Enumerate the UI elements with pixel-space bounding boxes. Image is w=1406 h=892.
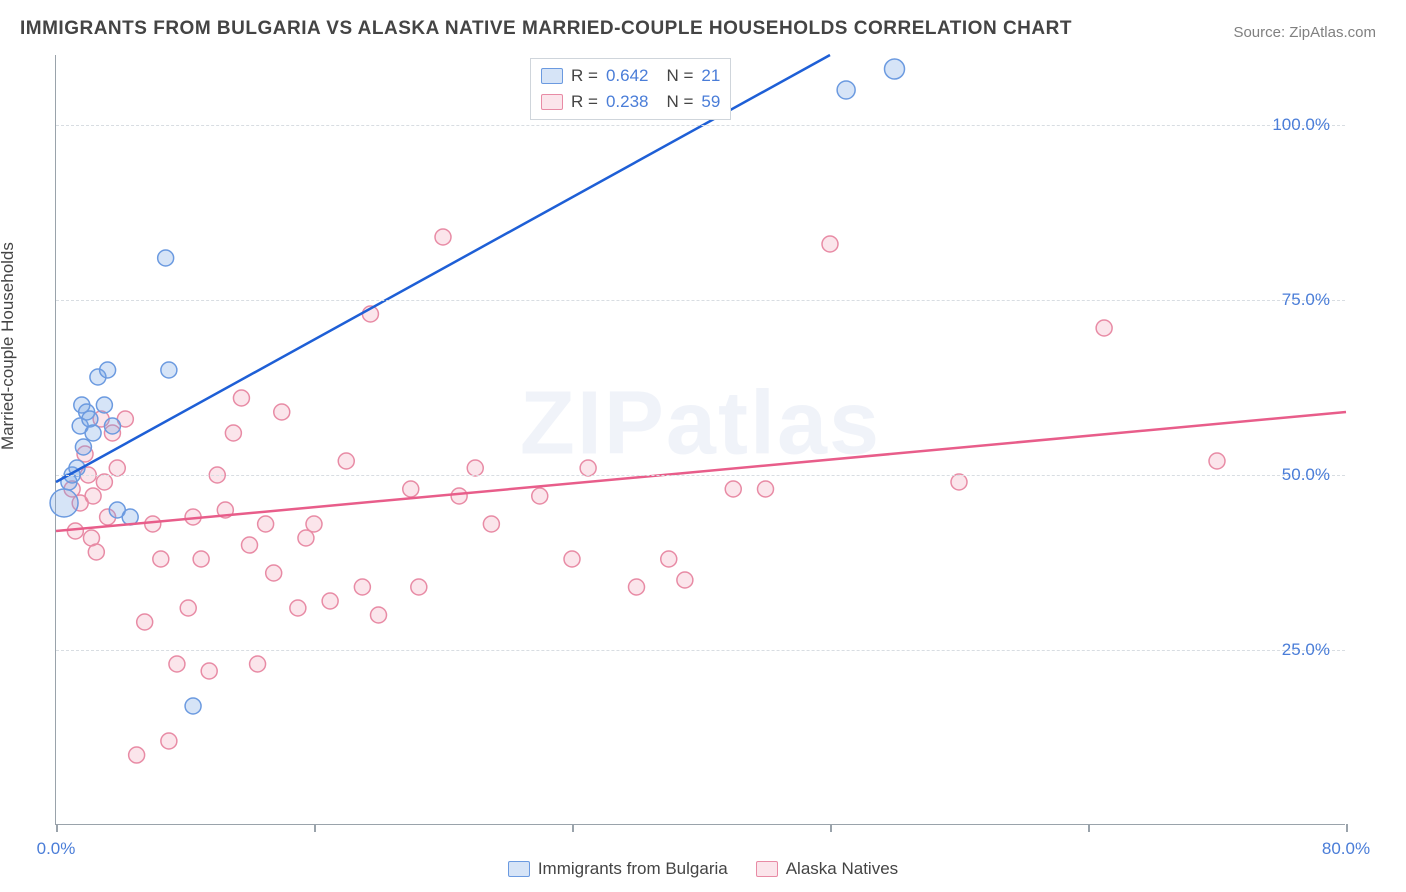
plot-area: ZIPatlas 25.0%50.0%75.0%100.0%0.0%80.0% bbox=[55, 55, 1345, 825]
legend-n-label: N = bbox=[666, 89, 693, 115]
ytick-label: 25.0% bbox=[1282, 640, 1330, 660]
data-point bbox=[193, 551, 209, 567]
data-point bbox=[201, 663, 217, 679]
xtick bbox=[1346, 824, 1348, 832]
xtick bbox=[1088, 824, 1090, 832]
data-point bbox=[822, 236, 838, 252]
data-point bbox=[1209, 453, 1225, 469]
legend-series: Immigrants from Bulgaria Alaska Natives bbox=[0, 859, 1406, 882]
ytick-label: 75.0% bbox=[1282, 290, 1330, 310]
data-point bbox=[354, 579, 370, 595]
data-point bbox=[129, 747, 145, 763]
data-point bbox=[158, 250, 174, 266]
legend-r-label: R = bbox=[571, 89, 598, 115]
legend-swatch bbox=[756, 861, 778, 877]
legend-correlation: R = 0.642 N = 21 R = 0.238 N = 59 bbox=[530, 58, 731, 120]
legend-n-value: 59 bbox=[701, 89, 720, 115]
data-point bbox=[564, 551, 580, 567]
data-point bbox=[50, 489, 78, 517]
data-point bbox=[258, 516, 274, 532]
data-point bbox=[161, 362, 177, 378]
data-point bbox=[169, 656, 185, 672]
data-point bbox=[322, 593, 338, 609]
y-axis-title: Married-couple Households bbox=[0, 242, 18, 450]
legend-series-name: Alaska Natives bbox=[786, 859, 898, 879]
data-point bbox=[274, 404, 290, 420]
source-label: Source: ZipAtlas.com bbox=[1233, 24, 1376, 41]
legend-swatch bbox=[541, 94, 563, 110]
data-point bbox=[306, 516, 322, 532]
xtick bbox=[314, 824, 316, 832]
data-point bbox=[725, 481, 741, 497]
data-point bbox=[403, 481, 419, 497]
legend-n-value: 21 bbox=[701, 63, 720, 89]
data-point bbox=[483, 516, 499, 532]
legend-item: Immigrants from Bulgaria bbox=[508, 859, 728, 879]
legend-r-value: 0.238 bbox=[606, 89, 649, 115]
legend-row: R = 0.642 N = 21 bbox=[541, 63, 720, 89]
data-point bbox=[758, 481, 774, 497]
data-point bbox=[185, 698, 201, 714]
xtick bbox=[572, 824, 574, 832]
data-point bbox=[290, 600, 306, 616]
data-point bbox=[161, 733, 177, 749]
data-point bbox=[371, 607, 387, 623]
data-point bbox=[250, 656, 266, 672]
legend-r-label: R = bbox=[571, 63, 598, 89]
data-point bbox=[88, 544, 104, 560]
legend-item: Alaska Natives bbox=[756, 859, 898, 879]
data-point bbox=[233, 390, 249, 406]
data-point bbox=[153, 551, 169, 567]
ytick-label: 50.0% bbox=[1282, 465, 1330, 485]
gridline bbox=[56, 475, 1345, 476]
data-point bbox=[145, 516, 161, 532]
data-point bbox=[435, 229, 451, 245]
data-point bbox=[85, 425, 101, 441]
gridline bbox=[56, 125, 1345, 126]
data-point bbox=[629, 579, 645, 595]
xtick bbox=[830, 824, 832, 832]
data-point bbox=[137, 614, 153, 630]
trend-line bbox=[56, 412, 1346, 531]
data-point bbox=[411, 579, 427, 595]
legend-n-label: N = bbox=[666, 63, 693, 89]
data-point bbox=[67, 523, 83, 539]
gridline bbox=[56, 650, 1345, 651]
data-point bbox=[85, 488, 101, 504]
data-point bbox=[467, 460, 483, 476]
data-point bbox=[580, 460, 596, 476]
legend-swatch bbox=[541, 68, 563, 84]
data-point bbox=[225, 425, 241, 441]
xtick-label: 80.0% bbox=[1322, 839, 1370, 859]
gridline bbox=[56, 300, 1345, 301]
legend-swatch bbox=[508, 861, 530, 877]
data-point bbox=[180, 600, 196, 616]
data-point bbox=[104, 418, 120, 434]
data-point bbox=[96, 474, 112, 490]
legend-row: R = 0.238 N = 59 bbox=[541, 89, 720, 115]
data-point bbox=[661, 551, 677, 567]
data-point bbox=[951, 474, 967, 490]
xtick-label: 0.0% bbox=[37, 839, 76, 859]
data-point bbox=[451, 488, 467, 504]
data-point bbox=[96, 397, 112, 413]
data-point bbox=[532, 488, 548, 504]
legend-series-name: Immigrants from Bulgaria bbox=[538, 859, 728, 879]
ytick-label: 100.0% bbox=[1272, 115, 1330, 135]
data-point bbox=[75, 439, 91, 455]
xtick bbox=[56, 824, 58, 832]
data-point bbox=[885, 59, 905, 79]
data-point bbox=[109, 460, 125, 476]
data-point bbox=[1096, 320, 1112, 336]
chart-svg bbox=[56, 55, 1345, 824]
data-point bbox=[677, 572, 693, 588]
legend-r-value: 0.642 bbox=[606, 63, 649, 89]
chart-title: IMMIGRANTS FROM BULGARIA VS ALASKA NATIV… bbox=[20, 18, 1072, 40]
data-point bbox=[298, 530, 314, 546]
data-point bbox=[837, 81, 855, 99]
data-point bbox=[242, 537, 258, 553]
data-point bbox=[100, 362, 116, 378]
data-point bbox=[266, 565, 282, 581]
data-point bbox=[338, 453, 354, 469]
